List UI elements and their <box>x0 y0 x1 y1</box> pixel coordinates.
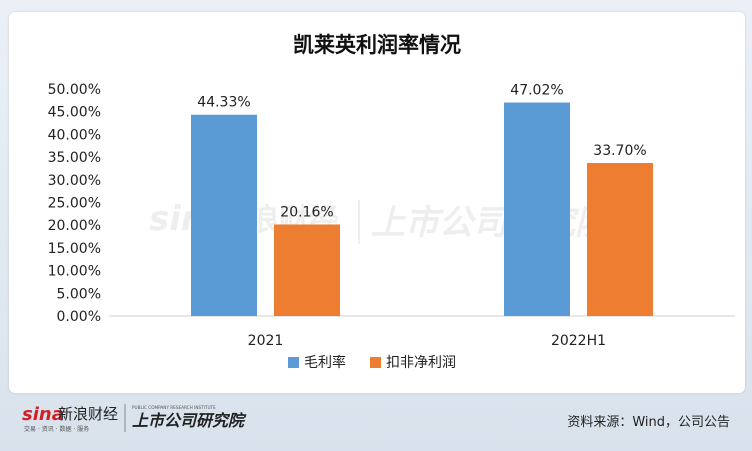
chart-title: 凯莱英利润率情况 <box>293 33 461 57</box>
bars: 44.33% 20.16% 47.02% 33.70% <box>191 83 653 317</box>
y-tick-label: 50.00% <box>48 82 101 98</box>
bar-value-label: 20.16% <box>280 204 333 220</box>
x-axis: 2021 2022H1 <box>248 333 606 349</box>
institute-name: 上市公司研究院 <box>132 411 247 430</box>
footer-brand: sina 新浪财经 交易 · 资讯 · 数据 · 服务 PUBLIC COMPA… <box>22 400 272 434</box>
watermark-institute: 上市公司研究院 <box>371 203 615 243</box>
y-tick-label: 15.00% <box>48 241 101 257</box>
data-source: 资料来源：Wind，公司公告 <box>567 415 730 430</box>
y-tick-label: 45.00% <box>48 105 101 121</box>
y-tick-label: 0.00% <box>57 309 101 325</box>
y-tick-label: 35.00% <box>48 150 101 166</box>
bar-value-label: 44.33% <box>197 95 250 111</box>
y-tick-label: 25.00% <box>48 196 101 212</box>
bar-value-label: 33.70% <box>593 143 646 159</box>
legend-label: 毛利率 <box>304 354 346 371</box>
bar-value-label: 47.02% <box>510 83 563 99</box>
y-tick-label: 5.00% <box>57 286 101 302</box>
sina-name: 新浪财经 <box>58 405 118 423</box>
y-tick-label: 30.00% <box>48 173 101 189</box>
bar-chart: sina 新浪财经 上市公司研究院 凯莱英利润率情况 0.00%5.00%10.… <box>48 33 735 371</box>
institute-en: PUBLIC COMPANY RESEARCH INSTITUTE <box>132 405 216 410</box>
legend-label: 扣非净利润 <box>386 355 456 371</box>
legend-swatch <box>288 357 299 368</box>
bar <box>587 163 653 316</box>
y-axis: 0.00% 5.00% 10.00% 15.00% 20.00% 25.00% 30.00%… <box>48 82 101 325</box>
x-tick-label: 2022H1 <box>551 333 606 349</box>
bar <box>191 114 257 317</box>
sina-tagline: 交易 · 资讯 · 数据 · 服务 <box>24 425 89 433</box>
chart-panel: sina 新浪财经 上市公司研究院 凯莱英利润率情况 0.00% 5.00% 10.… <box>9 12 745 393</box>
bar <box>274 224 340 316</box>
y-tick-label: 10.00% <box>48 264 101 280</box>
y-tick-label: 40.00% <box>48 127 101 143</box>
y-tick-label: 20.00% <box>48 218 101 234</box>
legend-swatch <box>370 357 381 368</box>
bar <box>504 102 570 316</box>
sina-logo: sina <box>22 404 64 425</box>
legend: 毛利率 扣非净利润 <box>288 354 456 371</box>
x-tick-label: 2021 <box>248 333 284 349</box>
